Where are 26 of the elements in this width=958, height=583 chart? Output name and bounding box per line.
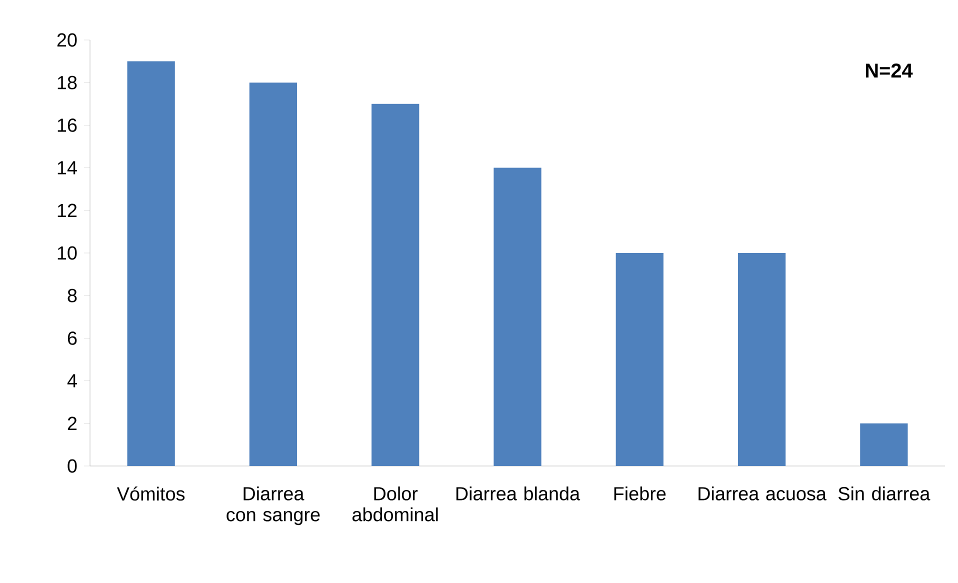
y-tick-label: 18 xyxy=(58,76,77,90)
y-tick-label: 6 xyxy=(68,331,77,345)
y-tick-label: 8 xyxy=(68,288,77,302)
y-tick-label: 14 xyxy=(58,161,77,174)
y-tick-label: 12 xyxy=(58,204,77,218)
x-tick-label: Vómitos xyxy=(116,486,185,501)
y-tick-label: 4 xyxy=(67,374,77,388)
x-tick-label: Diarrea acuosa xyxy=(698,486,826,500)
y-tick-label: 2 xyxy=(68,416,77,430)
y-tick-label: 10 xyxy=(58,246,77,260)
y-tick-label: 16 xyxy=(58,118,77,132)
bar xyxy=(616,252,664,466)
x-tick-label: Sin diarrea xyxy=(838,486,930,500)
annotation: N=24 xyxy=(866,64,913,78)
x-tick-label: Dolor abdominal xyxy=(352,486,438,522)
y-tick-label: 0 xyxy=(68,459,77,473)
bar xyxy=(860,423,908,466)
bar xyxy=(127,61,175,466)
x-tick-label: Diarrea con sangre xyxy=(226,486,320,526)
bar xyxy=(249,82,298,466)
bar xyxy=(372,104,420,466)
bar xyxy=(738,252,786,466)
y-tick-label: 20 xyxy=(57,33,77,47)
x-tick-label: Diarrea blanda xyxy=(456,486,580,500)
x-tick-label: Fiebre xyxy=(614,486,666,500)
bar xyxy=(494,168,542,466)
